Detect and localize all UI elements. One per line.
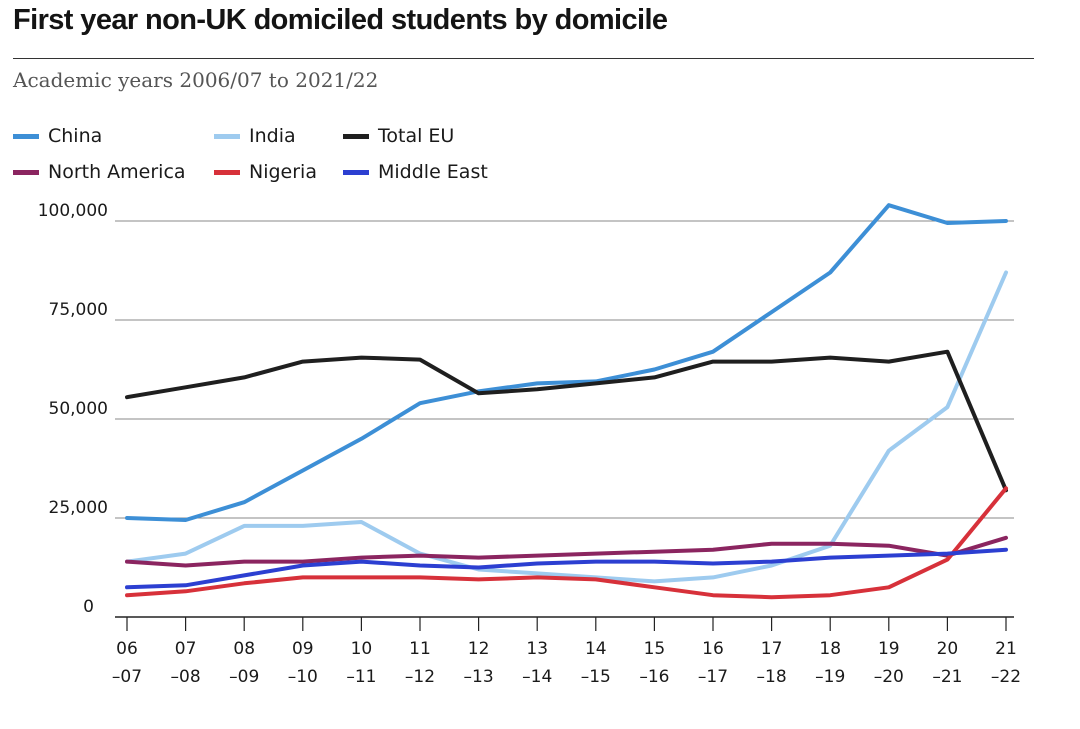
y-tick-label: 25,000 [49,498,108,518]
x-tick-label: 09 [292,639,314,659]
legend-item-india: India [214,125,296,147]
series-line-north-america [125,535,1008,568]
x-tick-label: 18 [819,639,841,659]
x-tick-label: 12 [468,639,490,659]
x-tick-label: –14 [522,667,552,687]
legend-swatch-middle-east [343,169,369,175]
x-tick-label: –09 [229,667,259,687]
x-tick-label: –22 [991,667,1021,687]
x-tick-label: –15 [581,667,611,687]
legend-label-middle-east: Middle East [378,161,488,183]
series-line-middle-east [125,547,1008,590]
x-tick-label: –21 [932,667,962,687]
x-tick-label: 20 [937,639,959,659]
legend-label-north-america: North America [48,161,186,183]
legend-item-north-america: North America [13,161,186,183]
x-tick-label: 07 [175,639,197,659]
x-tick-label: 21 [995,639,1017,659]
x-tick-label: 15 [644,639,666,659]
title-divider [13,58,1034,59]
legend-label-india: India [249,125,296,147]
series-line-china [125,203,1008,522]
x-tick-label: –13 [464,667,494,687]
x-tick-label: 13 [526,639,548,659]
legend-label-nigeria: Nigeria [249,161,317,183]
x-tick-label: 19 [878,639,900,659]
x-tick-label: 08 [233,639,255,659]
legend-item-total-eu: Total EU [343,125,454,147]
x-tick-label: –17 [698,667,728,687]
x-tick-label: –08 [171,667,201,687]
legend-swatch-north-america [13,169,39,175]
legend-label-total-eu: Total EU [378,125,455,147]
legend-item-china: China [13,125,102,147]
x-tick-label: –07 [112,667,142,687]
chart-subtitle: Academic years 2006/07 to 2021/22 [13,68,379,92]
x-tick-label: –18 [757,667,787,687]
legend-swatch-china [13,133,39,139]
legend-swatch-nigeria [214,169,240,175]
x-tick-label: –19 [815,667,845,687]
x-tick-label: –16 [639,667,669,687]
x-tick-label: –12 [405,667,435,687]
y-tick-label: 50,000 [49,399,108,419]
y-tick-label: 100,000 [38,201,108,221]
chart-title: First year non-UK domiciled students by … [13,4,668,36]
x-tick-label: –20 [874,667,904,687]
x-tick-label: –11 [346,667,376,687]
x-tick-label: 17 [761,639,783,659]
legend-swatch-total-eu [343,133,369,139]
x-tick-label: 06 [116,639,138,659]
series-line-nigeria [125,486,1008,600]
legend-swatch-india [214,133,240,139]
series-line-total-eu [125,349,1008,493]
legend-item-middle-east: Middle East [343,161,488,183]
legend-label-china: China [48,125,103,147]
x-tick-label: –10 [288,667,318,687]
y-tick-label: 75,000 [49,300,108,320]
x-tick-label: 11 [409,639,431,659]
y-tick-label: 0 [83,597,94,617]
x-tick-label: 14 [585,639,607,659]
series-line-india [125,270,1008,584]
legend-item-nigeria: Nigeria [214,161,317,183]
x-tick-label: 10 [351,639,373,659]
x-tick-label: 16 [702,639,724,659]
